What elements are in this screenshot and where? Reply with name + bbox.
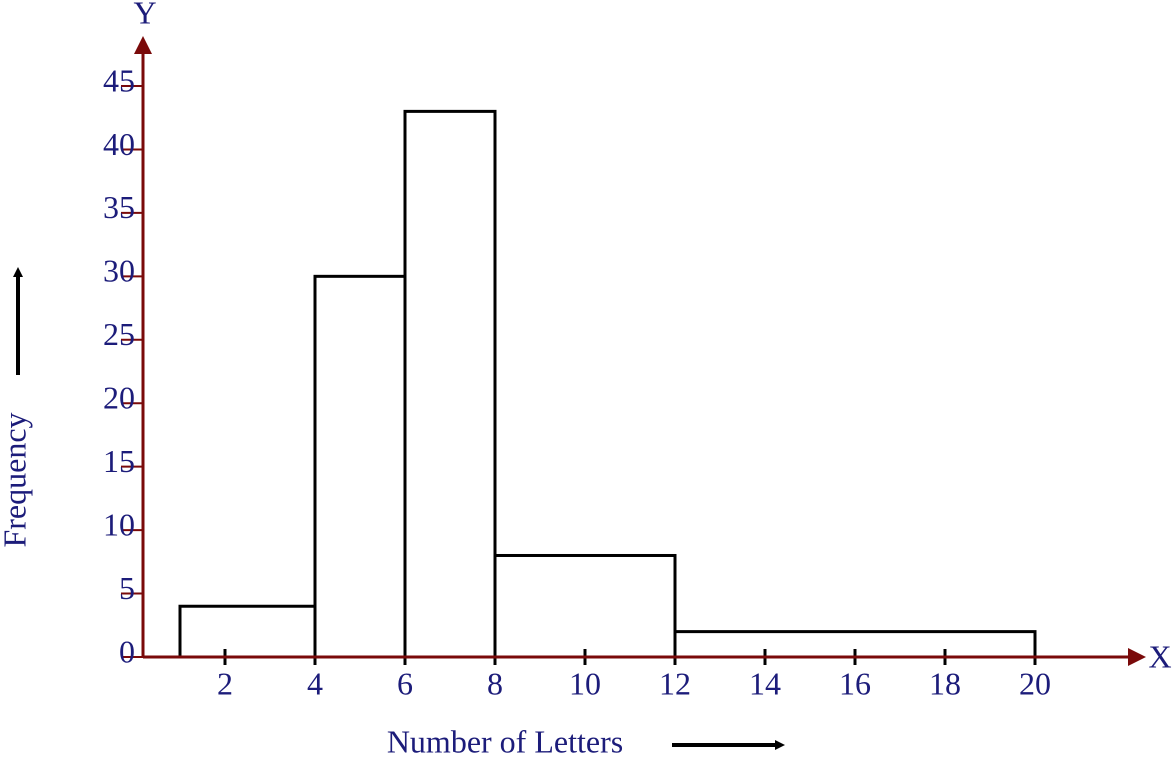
y-tick-label: 30 — [103, 253, 135, 289]
y-tick-label: 15 — [103, 443, 135, 479]
y-tick-label: 40 — [103, 126, 135, 162]
y-tick-label: 0 — [119, 633, 135, 669]
x-tick-label: 18 — [929, 665, 961, 701]
bar — [403, 109, 497, 659]
x-tick-label: 20 — [1019, 665, 1051, 701]
y-axis-arrow — [134, 36, 152, 54]
y-axis-label: Frequency — [0, 412, 32, 547]
y-tick-label: 20 — [103, 380, 135, 416]
x-axis-arrow — [1128, 648, 1146, 666]
x-tick-label: 14 — [749, 665, 781, 701]
x-tick-label: 8 — [487, 665, 503, 701]
bar — [178, 604, 317, 659]
x-tick-label: 6 — [397, 665, 413, 701]
bar — [313, 274, 407, 659]
x-tick-label: 16 — [839, 665, 871, 701]
y-tick-label: 25 — [103, 316, 135, 352]
y-tick-label: 10 — [103, 506, 135, 542]
x-tick-label: 2 — [217, 665, 233, 701]
x-tick-label: 4 — [307, 665, 323, 701]
y-tick-label: 45 — [103, 62, 135, 98]
y-tick-label: 35 — [103, 189, 135, 225]
y-axis-letter: Y — [133, 0, 156, 30]
bar — [493, 553, 677, 659]
x-axis-letter: X — [1148, 638, 1171, 674]
x-axis-label: Number of Letters — [387, 723, 623, 759]
x-tick-label: 10 — [569, 665, 601, 701]
y-tick-label: 5 — [119, 570, 135, 606]
x-tick-label: 12 — [659, 665, 691, 701]
